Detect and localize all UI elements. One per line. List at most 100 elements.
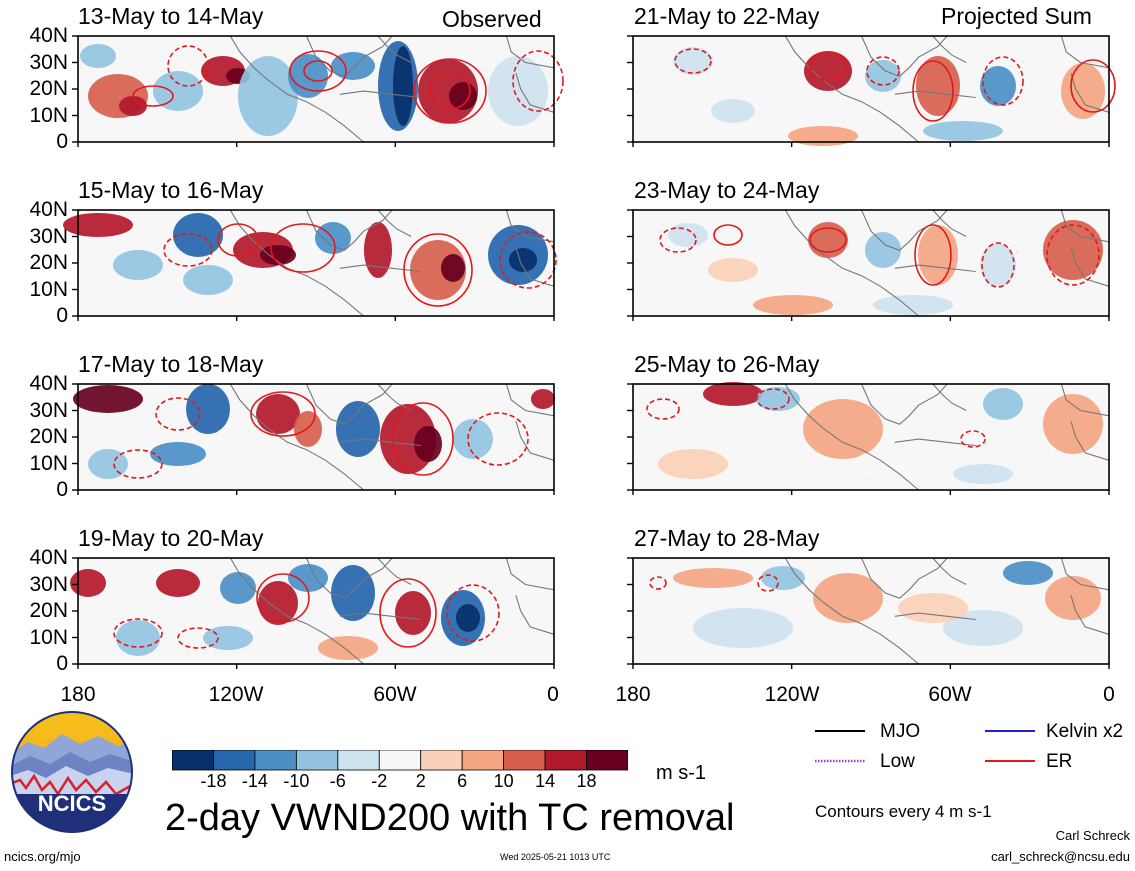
colorbar-segment — [254, 750, 297, 771]
anomaly-blob — [256, 394, 300, 434]
coastline — [932, 35, 967, 63]
coastline — [339, 612, 421, 621]
anomaly-blob — [673, 47, 713, 75]
legend-lines — [815, 730, 1035, 763]
er-contours — [674, 48, 1116, 122]
coastline — [305, 209, 393, 251]
er-contour — [512, 50, 564, 112]
er-contour — [866, 56, 900, 86]
footer-timestamp: Wed 2025-05-21 1013 UTC — [500, 852, 611, 862]
coastline — [932, 209, 967, 237]
coastline — [784, 209, 919, 317]
anomaly-blob — [753, 295, 833, 315]
anomaly-blob — [73, 385, 143, 413]
anomaly-blob — [153, 71, 203, 111]
coastline — [377, 383, 412, 411]
colorbar-level-label: -6 — [329, 771, 346, 791]
coastlines — [229, 557, 555, 665]
er-contour — [659, 227, 697, 253]
er-contour — [392, 402, 454, 476]
er-contours — [132, 45, 564, 124]
anomaly-blob — [980, 243, 1016, 287]
er-contour — [981, 242, 1015, 288]
er-contours — [113, 573, 500, 649]
anomaly-blob — [80, 44, 116, 68]
panel-right-1 — [627, 35, 1116, 147]
panel-title-left-3: 17-May to 18-May — [78, 351, 264, 377]
anomaly-blob — [953, 464, 1013, 484]
coastline — [1070, 594, 1110, 635]
anomaly-blob — [703, 382, 763, 406]
coastlines — [229, 383, 555, 491]
coastlines — [784, 557, 1110, 665]
coastline — [1070, 420, 1110, 461]
er-contour — [1046, 224, 1100, 286]
coastline — [784, 557, 919, 665]
er-contour — [155, 397, 201, 431]
x-tick-left-180: 180 — [60, 683, 96, 706]
anomaly-blob — [70, 569, 106, 597]
anomaly-blob — [220, 572, 256, 604]
anomaly-blob — [813, 573, 883, 623]
anomaly-blob — [923, 121, 1003, 141]
anomaly-blob — [156, 569, 200, 597]
er-contour — [914, 224, 952, 286]
coastlines — [784, 383, 1110, 491]
x-tick-left-60w: 60W — [373, 683, 417, 706]
colorbar-level-label: 10 — [493, 771, 514, 791]
anomaly-blob — [260, 245, 296, 265]
anomaly-field — [80, 41, 548, 136]
coastline — [515, 420, 555, 461]
er-contour — [256, 573, 310, 623]
panel-title-right-3: 25-May to 26-May — [634, 351, 820, 377]
er-contour — [674, 48, 712, 74]
coastline — [339, 264, 421, 273]
coastline — [932, 383, 967, 411]
coastline — [894, 264, 976, 273]
colorbar-segment — [378, 750, 422, 771]
er-contours — [113, 391, 529, 479]
panel-background — [633, 36, 1109, 142]
er-contour — [649, 576, 667, 590]
anomaly-blob — [853, 449, 933, 479]
anomaly-blob — [756, 387, 800, 411]
anomaly-blob — [203, 626, 253, 650]
anomaly-blob — [116, 620, 160, 656]
coastline — [860, 383, 948, 425]
coastline — [515, 72, 555, 113]
coastline — [1070, 246, 1110, 287]
colorbar-level-label: 14 — [535, 771, 556, 791]
colorbar-segment — [420, 750, 463, 771]
coastline — [305, 557, 393, 599]
units-label: m s-1 — [656, 762, 706, 784]
anomaly-blob — [788, 126, 858, 146]
coastline — [784, 383, 919, 491]
er-contour — [289, 50, 347, 92]
footer-email: carl_schreck@ncsu.edu — [991, 849, 1130, 864]
coastline — [784, 35, 919, 143]
anomaly-blob — [980, 66, 1016, 106]
anomaly-blob — [331, 52, 375, 80]
coastline — [505, 209, 555, 243]
contour-note: Contours every 4 m s-1 — [815, 802, 992, 821]
anomaly-blob — [456, 604, 480, 632]
footer-url: ncics.org/mjo — [4, 849, 81, 864]
er-contour — [467, 412, 529, 466]
colorbar-level-label: 18 — [576, 771, 597, 791]
er-contour — [912, 60, 954, 122]
anomaly-blob — [119, 96, 147, 116]
anomaly-blob — [865, 232, 901, 268]
anomaly-blob — [1045, 576, 1101, 620]
main-title: 2-day VWND200 with TC removal — [165, 797, 735, 839]
er-contour — [446, 584, 500, 642]
y-tick-label: 30N — [29, 50, 68, 74]
er-contour — [429, 72, 471, 110]
panel-title-left-4: 19-May to 20-May — [78, 525, 264, 551]
panel-left-1 — [72, 35, 564, 147]
er-contour — [270, 223, 336, 273]
ncics-logo: NCICS — [11, 711, 133, 833]
panel-title-left-1: 13-May to 14-May — [78, 3, 264, 29]
anomaly-blob — [441, 254, 465, 282]
colorbar-segment — [461, 750, 505, 771]
colorbar-level-label: -10 — [283, 771, 310, 791]
